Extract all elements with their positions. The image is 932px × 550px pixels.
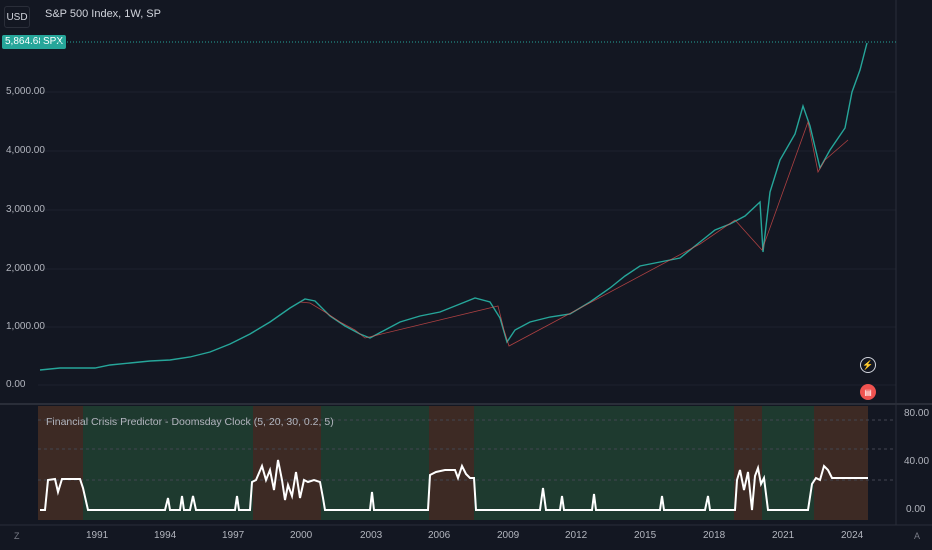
ticker-badge: SPX xyxy=(40,35,67,49)
lightning-icon[interactable]: ⚡ xyxy=(860,357,876,373)
time-axis-label: 2021 xyxy=(772,530,795,541)
indicator-axis-label: 80.00 xyxy=(904,408,930,419)
time-axis-label: 1991 xyxy=(86,530,109,541)
price-axis-label: 5,000.00 xyxy=(6,86,45,97)
time-axis-label: 2012 xyxy=(565,530,588,541)
last-price-badge: 5,864.68 xyxy=(2,35,47,49)
time-axis-label: 2003 xyxy=(360,530,383,541)
price-axis-label: 2,000.00 xyxy=(6,263,45,274)
time-axis-label: 1997 xyxy=(222,530,245,541)
symbol-title: S&P 500 Index, 1W, SP xyxy=(45,8,161,20)
zoom-toggle[interactable]: Z xyxy=(14,531,20,541)
time-axis-label: 2009 xyxy=(497,530,520,541)
currency-button[interactable]: USD xyxy=(4,6,30,28)
time-axis-label: 2006 xyxy=(428,530,451,541)
indicator-axis-label: 40.00 xyxy=(904,456,930,467)
us-flag-icon[interactable]: ▤ xyxy=(860,384,876,400)
time-axis-label: 2000 xyxy=(290,530,313,541)
price-axis-label: 1,000.00 xyxy=(6,321,45,332)
time-axis-label: 1994 xyxy=(154,530,177,541)
time-axis-label: 2015 xyxy=(634,530,657,541)
indicator-title[interactable]: Financial Crisis Predictor - Doomsday Cl… xyxy=(46,416,334,428)
time-axis-label: 2018 xyxy=(703,530,726,541)
auto-scale-toggle[interactable]: A xyxy=(914,531,921,541)
price-axis-label: 4,000.00 xyxy=(6,145,45,156)
indicator-axis-label: 0.00 xyxy=(906,504,926,515)
price-series xyxy=(39,42,868,371)
price-axis-label: 0.00 xyxy=(6,379,26,390)
time-axis-label: 2024 xyxy=(841,530,864,541)
doomsday-line xyxy=(40,459,868,511)
price-axis-label: 3,000.00 xyxy=(6,204,45,215)
